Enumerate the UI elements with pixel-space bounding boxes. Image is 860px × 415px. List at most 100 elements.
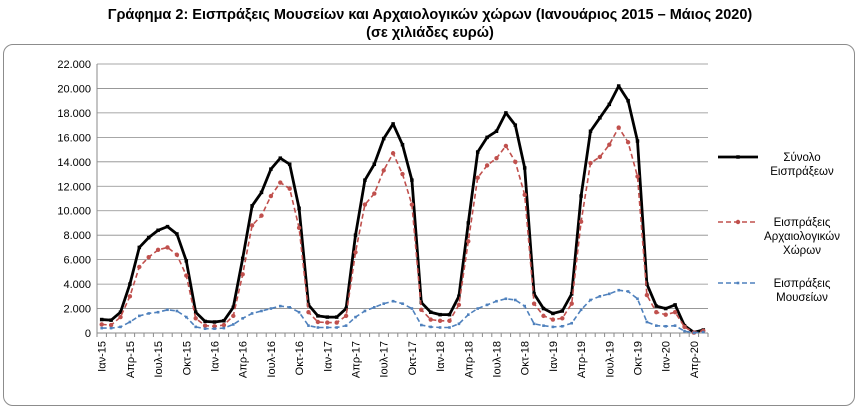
data-point [382,302,385,305]
data-point [644,292,650,298]
data-point [297,206,301,211]
data-point [654,310,659,315]
data-point [146,254,151,260]
data-point [429,325,432,329]
data-point [288,306,291,309]
data-point [541,313,546,319]
x-tick-label: Οκτ-16 [294,341,306,375]
legend-marker [736,281,740,285]
data-point [269,167,273,171]
data-point [476,307,479,310]
data-point [428,317,433,322]
chart-title-line2: (σε χιλιάδες ευρώ) [366,25,494,41]
data-point [447,318,452,323]
data-point [673,303,677,307]
data-point [297,310,301,314]
data-point [184,273,189,278]
data-point [353,233,358,237]
data-point [137,245,142,250]
data-point [325,315,330,319]
data-point [193,310,198,314]
data-point [231,305,236,310]
data-point [542,324,545,327]
data-point [503,143,509,149]
data-point [541,306,546,311]
data-point [373,306,376,309]
data-point [400,142,405,147]
data-point [607,142,612,147]
data-point [362,202,368,207]
data-point [494,129,499,133]
data-point [175,309,179,313]
data-point [672,310,678,315]
x-tick-label: Απρ-15 [125,341,137,378]
data-point [184,259,189,263]
data-point [232,323,235,326]
data-point [532,322,536,326]
data-point [673,324,677,327]
data-point [598,116,602,120]
x-tick-label: Ιαν-18 [435,341,447,372]
data-point [663,306,668,311]
x-tick-label: Ιαν-15 [97,341,109,372]
y-tick-label: 2.000 [63,304,91,316]
data-point [466,239,471,244]
data-point [409,202,415,207]
data-point [513,159,518,165]
data-point [203,319,207,324]
data-point [560,316,565,321]
data-point [391,299,395,303]
data-point [428,310,433,314]
data-point [485,303,489,307]
data-point [391,122,395,126]
data-point [147,312,150,315]
data-point [616,125,621,130]
data-point [269,307,273,310]
data-point [222,326,226,330]
data-point [522,166,527,170]
data-point [466,221,471,225]
data-point [504,297,508,301]
data-point [663,312,668,317]
data-point [457,294,461,299]
data-point [401,302,404,305]
data-point [166,308,169,312]
data-point [193,316,198,321]
series-0 [99,84,706,335]
data-point [551,325,555,329]
series-group [99,84,706,335]
chart-title: Γράφημα 2: Εισπράξεις Μουσείων και Αρχαι… [0,6,860,42]
data-point [569,301,574,306]
data-point [484,163,490,168]
data-point [514,298,517,302]
data-point [626,290,630,293]
series-1 [99,125,706,335]
data-point [240,272,245,277]
data-point [108,322,114,328]
data-point [467,313,470,316]
data-point [128,282,132,286]
data-point [579,194,583,198]
x-tick-label: Απρ-16 [238,341,250,378]
data-point [363,309,367,313]
data-point [175,232,179,236]
data-point [268,193,274,199]
y-axis-ticks: 0 2.000 4.000 6.000 8.000 10.000 12.000 14.000 1… [57,59,91,340]
data-point [315,319,321,325]
data-point [343,313,349,319]
data-point [306,310,311,315]
data-point [240,256,245,261]
x-tick-label: Οκτ-18 [520,341,532,375]
data-point [390,151,396,156]
legend-label: Σύνολο Εισπράξεων [770,152,834,178]
data-point [250,204,254,208]
data-point [513,123,518,127]
x-tick-label: Ιουλ-16 [266,341,278,378]
data-point [683,329,686,333]
data-point [335,326,338,329]
y-tick-label: 12.000 [57,181,91,193]
data-point [241,317,244,320]
data-point [560,309,565,313]
data-point [410,178,414,182]
data-point [325,320,330,325]
